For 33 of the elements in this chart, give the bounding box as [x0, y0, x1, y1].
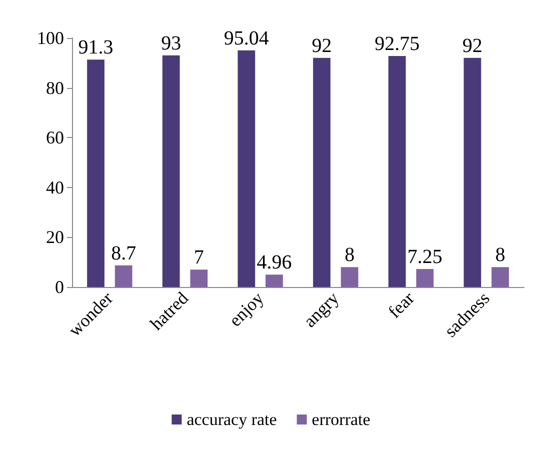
data-label: 93 [161, 32, 182, 54]
bar [340, 267, 358, 287]
data-label: 92.75 [374, 33, 420, 56]
data-label: 7 [194, 246, 204, 269]
bar [313, 58, 330, 287]
data-label: 91.3 [78, 36, 114, 59]
bar [114, 265, 132, 287]
y-tick-label: 40 [46, 177, 64, 198]
bar [238, 50, 256, 287]
data-label: 4.96 [256, 252, 292, 274]
data-label: 8 [495, 244, 506, 266]
bar [266, 274, 283, 287]
legend-label: errorrate [312, 410, 370, 429]
data-label: 92 [312, 34, 332, 57]
y-tick-label: 100 [37, 28, 64, 48]
data-label: 95.04 [224, 27, 269, 50]
bar [87, 60, 104, 287]
data-label: 8 [344, 244, 355, 266]
y-tick-label: 80 [46, 78, 64, 98]
bar [416, 268, 434, 287]
bar [162, 55, 180, 287]
bar [388, 56, 406, 287]
legend-label: accuracy rate [186, 410, 277, 429]
x-tick-label: fear [384, 288, 418, 322]
y-tick-label: 20 [46, 227, 64, 248]
data-label: 7.25 [407, 246, 442, 268]
y-tick-label: 0 [55, 277, 64, 297]
data-label: 8.7 [111, 242, 136, 264]
bar [492, 267, 509, 287]
bar [464, 58, 482, 287]
data-label: 92 [462, 34, 482, 57]
bar [190, 270, 208, 287]
y-tick-label: 60 [46, 128, 64, 148]
